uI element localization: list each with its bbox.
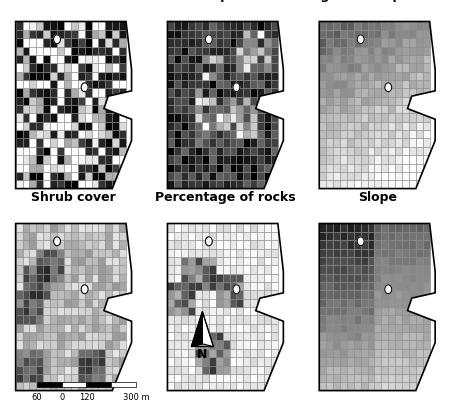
Circle shape bbox=[205, 35, 212, 44]
Circle shape bbox=[205, 237, 212, 246]
Circle shape bbox=[384, 83, 391, 92]
Text: Percentage of rocks: Percentage of rocks bbox=[155, 191, 295, 204]
Text: Shrub cover: Shrub cover bbox=[31, 191, 116, 204]
Text: N: N bbox=[197, 348, 207, 361]
Circle shape bbox=[233, 83, 240, 92]
Text: 60: 60 bbox=[31, 393, 42, 402]
Text: 120: 120 bbox=[78, 393, 94, 402]
Text: 300 m: 300 m bbox=[123, 393, 149, 402]
Circle shape bbox=[357, 35, 364, 44]
Bar bbox=[86, 382, 111, 387]
Bar bbox=[37, 382, 62, 387]
Circle shape bbox=[54, 35, 61, 44]
Circle shape bbox=[233, 285, 240, 294]
Text: Fodder potential: Fodder potential bbox=[167, 0, 283, 2]
Text: 0: 0 bbox=[59, 393, 64, 402]
Bar bbox=[111, 382, 136, 387]
Text: Tree cover: Tree cover bbox=[37, 0, 110, 2]
Circle shape bbox=[81, 285, 88, 294]
Polygon shape bbox=[191, 311, 202, 347]
Text: Vegetation openness: Vegetation openness bbox=[302, 0, 450, 2]
Circle shape bbox=[81, 83, 88, 92]
Circle shape bbox=[384, 285, 391, 294]
Circle shape bbox=[54, 237, 61, 246]
Circle shape bbox=[357, 237, 364, 246]
Text: Slope: Slope bbox=[357, 191, 396, 204]
Bar bbox=[62, 382, 86, 387]
Polygon shape bbox=[202, 311, 213, 347]
